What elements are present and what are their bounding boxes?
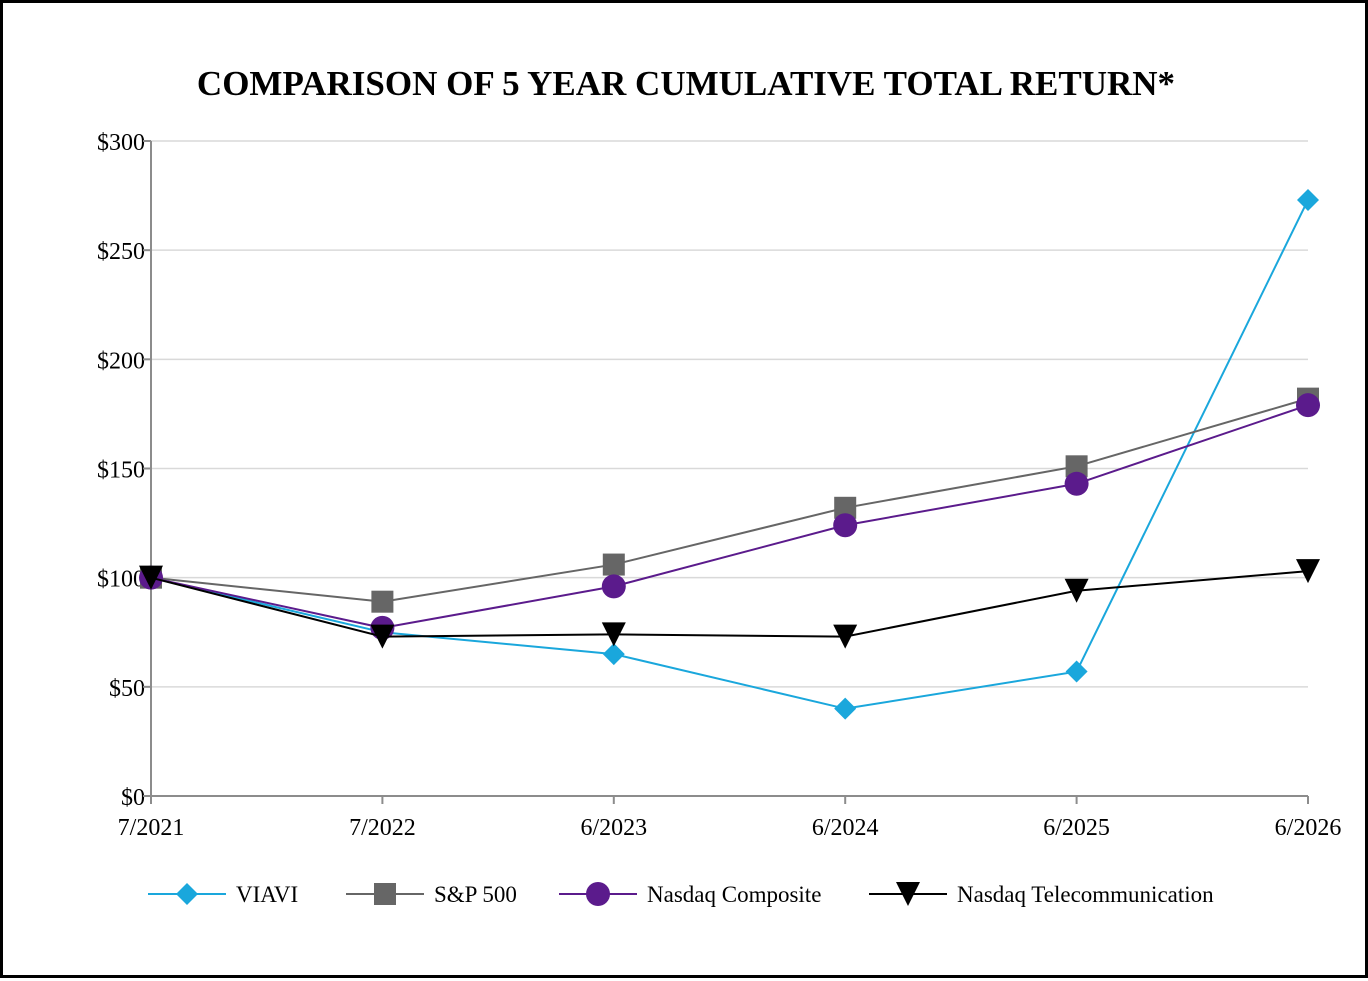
- data-point: [834, 496, 857, 519]
- y-tick-label: $200: [97, 348, 145, 374]
- series-square: [140, 387, 1319, 613]
- legend-label: VIAVI: [236, 882, 298, 907]
- series-triangle-down: [139, 559, 1320, 649]
- legend-item: Nasdaq Composite: [559, 882, 821, 907]
- y-tick-label: $50: [109, 676, 145, 702]
- y-tick-label: $150: [97, 458, 145, 484]
- series-line: [150, 404, 1309, 629]
- x-tick-label: 6/2023: [580, 815, 647, 841]
- data-point: [1296, 393, 1320, 418]
- y-tick-label: $0: [121, 785, 145, 811]
- data-point: [139, 565, 163, 590]
- x-tick-label: 6/2026: [1275, 815, 1342, 841]
- data-point: [1297, 188, 1319, 211]
- legend-marker: [176, 883, 198, 905]
- legend-item: Nasdaq Telecommunication: [869, 882, 1214, 907]
- series-circle: [139, 393, 1320, 640]
- chart-title: COMPARISON OF 5 YEAR CUMULATIVE TOTAL RE…: [197, 64, 1175, 103]
- axes: $0 $50 $100 $150 $200 $250 $300 7/2021 7/2022 6/2…: [97, 130, 1341, 841]
- series-line: [150, 397, 1309, 603]
- y-tick-label: $100: [97, 567, 145, 593]
- data-point: [370, 624, 395, 649]
- series-line: [150, 570, 1309, 638]
- legend-marker: [896, 882, 920, 906]
- x-tick-label: 6/2025: [1043, 815, 1110, 841]
- x-tick-label: 6/2024: [812, 815, 879, 841]
- data-point: [1065, 455, 1088, 478]
- data-point: [602, 553, 625, 576]
- line-chart: COMPARISON OF 5 YEAR CUMULATIVE TOTAL RE…: [97, 64, 1341, 907]
- x-tick-label: 7/2022: [349, 815, 416, 841]
- gridlines: [151, 140, 1308, 688]
- data-point: [1064, 578, 1089, 603]
- series-line: [150, 199, 1309, 710]
- data-point: [601, 622, 626, 647]
- legend-label: S&P 500: [434, 882, 517, 907]
- series-diamond: [140, 188, 1319, 720]
- series-group: [139, 188, 1320, 720]
- data-point: [1296, 559, 1320, 584]
- x-tick-label: 7/2021: [118, 815, 185, 841]
- y-tick-label: $250: [97, 239, 145, 265]
- data-point: [601, 574, 626, 599]
- legend-marker: [586, 882, 610, 906]
- legend-item: VIAVI: [148, 882, 298, 907]
- data-point: [834, 697, 857, 720]
- data-point: [1064, 471, 1089, 496]
- data-point: [833, 624, 858, 649]
- data-point: [602, 643, 625, 666]
- legend: VIAVI S&P 500 Nasdaq Composite Nasdaq Telec…: [148, 882, 1214, 907]
- y-tick-label: $300: [97, 130, 145, 156]
- legend-label: Nasdaq Composite: [647, 882, 821, 907]
- data-point: [371, 590, 394, 613]
- legend-item: S&P 500: [346, 882, 517, 907]
- data-point: [1065, 660, 1088, 683]
- data-point: [833, 513, 858, 538]
- legend-marker: [374, 883, 396, 905]
- legend-label: Nasdaq Telecommunication: [957, 882, 1214, 907]
